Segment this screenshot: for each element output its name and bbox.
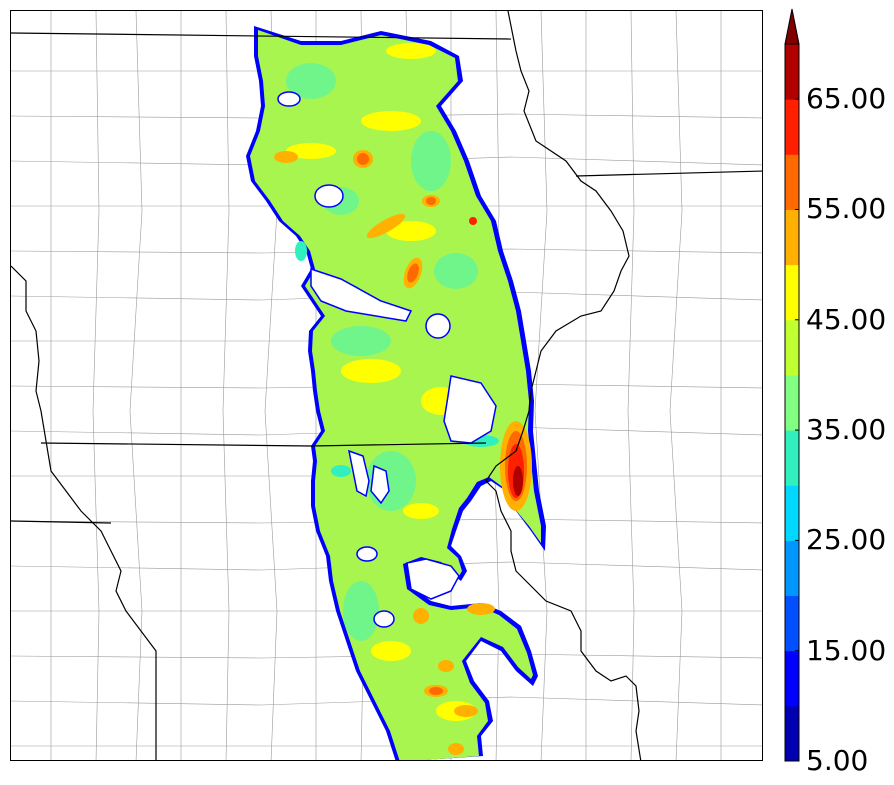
county-line bbox=[92, 11, 100, 760]
colorbar-tick-label: 5.00 bbox=[806, 744, 869, 777]
county-line bbox=[669, 11, 683, 760]
county-line bbox=[627, 11, 635, 760]
colorbar-tick-label: 65.00 bbox=[806, 82, 887, 116]
colorbar-tick-label: 35.00 bbox=[806, 413, 887, 447]
county-line bbox=[129, 11, 143, 760]
colorbar-segment bbox=[785, 154, 799, 210]
colorbar-segment bbox=[785, 209, 799, 266]
field-gaps bbox=[277, 91, 497, 628]
state-boundaries bbox=[11, 11, 762, 760]
field-70-cores bbox=[513, 466, 523, 496]
colorbar-segment bbox=[785, 540, 799, 597]
colorbar-segment bbox=[785, 319, 799, 376]
colorbar-tick-label: 45.00 bbox=[806, 302, 887, 336]
colorbar-segment bbox=[785, 650, 799, 707]
swath-base bbox=[250, 30, 541, 760]
map-canvas bbox=[11, 11, 762, 760]
colorbar-segment bbox=[785, 44, 799, 100]
reflectivity-map bbox=[10, 10, 763, 761]
colorbar-extend-arrow bbox=[784, 8, 800, 45]
colorbar-frame bbox=[784, 43, 800, 762]
field-45-patches bbox=[286, 43, 476, 721]
precip-field bbox=[246, 26, 546, 760]
colorbar bbox=[784, 8, 800, 762]
colorbar-segment bbox=[785, 595, 799, 652]
colorbar-tick-label: 55.00 bbox=[806, 192, 887, 226]
county-line bbox=[222, 11, 230, 760]
colorbar-segment bbox=[785, 264, 799, 321]
county-line bbox=[534, 11, 548, 760]
colorbar-segment bbox=[785, 485, 799, 541]
colorbar-segment bbox=[785, 430, 799, 486]
colorbar-segment bbox=[785, 99, 799, 155]
colorbar-tick-label: 25.00 bbox=[806, 523, 887, 557]
colorbar-segment bbox=[785, 705, 799, 762]
colorbar-tick-label: 15.00 bbox=[806, 633, 887, 667]
colorbar-segment bbox=[785, 374, 799, 431]
